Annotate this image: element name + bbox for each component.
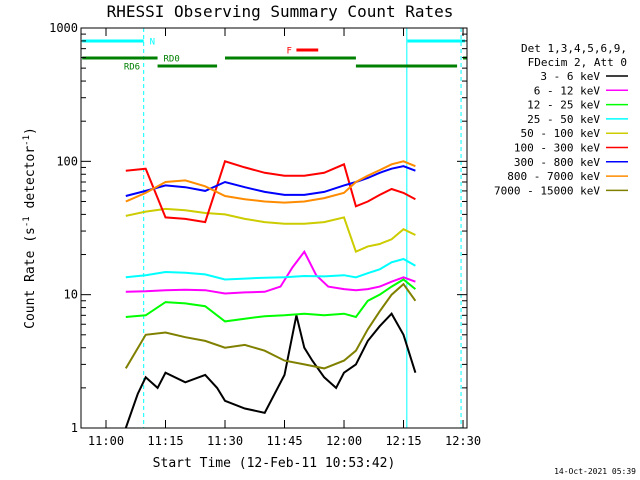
generation-timestamp: 14-Oct-2021 05:39 [554,467,636,476]
x-tick-label-2: 11:30 [207,434,243,448]
chart-title: RHESSI Observing Summary Count Rates [107,2,454,21]
series-line-6 [125,165,416,197]
series-line-1 [125,249,416,295]
flag-bars: N F RD0 RD6 [82,38,467,73]
y-tick-label-0: 1 [71,421,78,435]
x-tick-label-0: 11:00 [88,434,124,448]
legend-label-0: 3 - 6 keV [540,70,600,83]
legend: Det 1,3,4,5,6,9, FDecim 2, Att 0 3 - 6 k… [494,42,628,197]
y-tick-label-1: 10 [64,288,78,302]
series-line-5 [125,160,416,224]
series-line-0 [124,312,417,429]
x-axis: 11:00 11:15 11:30 11:45 12:00 12:15 12:30 [88,28,481,448]
legend-label-1: 6 - 12 keV [534,84,601,97]
x-axis-label: Start Time (12-Feb-11 10:53:42) [153,456,396,471]
legend-label-6: 300 - 800 keV [514,156,600,169]
y-tick-label-3: 1000 [49,21,78,35]
x-tick-label-6: 12:30 [445,434,481,448]
time-markers [80,28,462,428]
y-axis: 1 10 100 1000 [49,21,467,435]
legend-label-8: 7000 - 15000 keV [494,184,600,197]
flag-label-f: F [286,47,291,57]
legend-label-7: 800 - 7000 keV [507,170,600,183]
flag-label-rd6: RD6 [124,63,140,73]
flag-label-rd0: RD0 [164,55,180,65]
legend-label-3: 25 - 50 keV [527,113,600,126]
series-line-2 [125,278,417,323]
x-tick-label-5: 12:15 [385,434,421,448]
legend-label-4: 50 - 100 keV [521,127,601,140]
series-line-8 [124,282,417,370]
series-line-7 [125,160,416,204]
plot-frame [80,27,468,429]
series-line-3 [125,257,416,281]
series-line-4 [125,207,416,254]
legend-label-5: 100 - 300 keV [514,142,600,155]
flag-label-n: N [150,38,155,48]
x-tick-label-1: 11:15 [147,434,183,448]
y-axis-label: Count Rate (s-1 detector-1) [22,127,38,329]
x-tick-label-4: 12:00 [326,434,362,448]
legend-header-line-2: FDecim 2, Att 0 [528,56,627,69]
y-tick-label-2: 100 [56,154,78,168]
x-tick-label-3: 11:45 [266,434,302,448]
series-group [124,160,417,429]
legend-label-2: 12 - 25 keV [527,99,600,112]
legend-header-line-1: Det 1,3,4,5,6,9, [521,42,627,55]
